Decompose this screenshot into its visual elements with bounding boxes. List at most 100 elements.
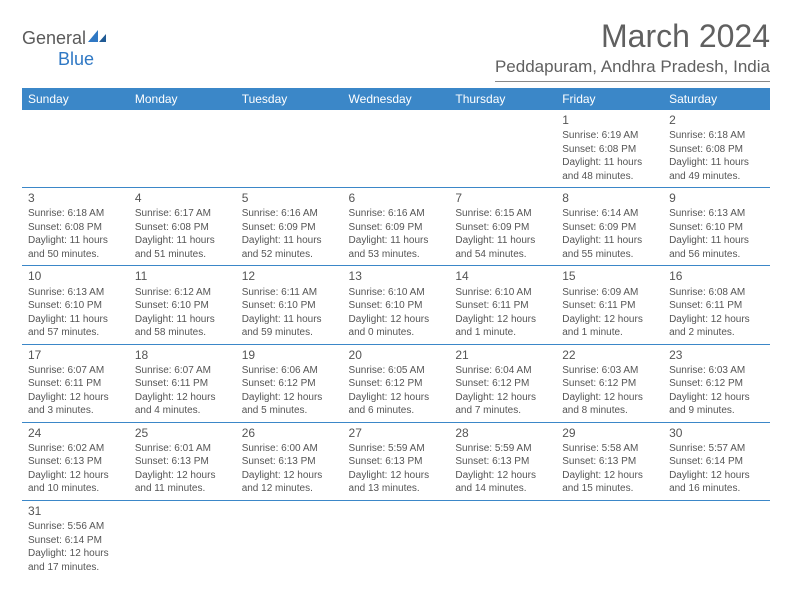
calendar-day-cell: 11Sunrise: 6:12 AMSunset: 6:10 PMDayligh… bbox=[129, 266, 236, 344]
sunrise-text: Sunrise: 6:12 AM bbox=[135, 286, 230, 300]
calendar-day-cell: 15Sunrise: 6:09 AMSunset: 6:11 PMDayligh… bbox=[556, 266, 663, 344]
calendar-header-row: SundayMondayTuesdayWednesdayThursdayFrid… bbox=[22, 88, 770, 110]
calendar-day-cell: 10Sunrise: 6:13 AMSunset: 6:10 PMDayligh… bbox=[22, 266, 129, 344]
sunset-text: Sunset: 6:09 PM bbox=[562, 221, 657, 235]
calendar-body: 1Sunrise: 6:19 AMSunset: 6:08 PMDaylight… bbox=[22, 110, 770, 578]
day-number: 13 bbox=[349, 268, 444, 284]
daylight-text: Daylight: 12 hours and 10 minutes. bbox=[28, 469, 123, 496]
calendar-day-cell: 23Sunrise: 6:03 AMSunset: 6:12 PMDayligh… bbox=[663, 344, 770, 422]
day-number: 29 bbox=[562, 425, 657, 441]
day-number: 14 bbox=[455, 268, 550, 284]
daylight-text: Daylight: 12 hours and 0 minutes. bbox=[349, 313, 444, 340]
day-number: 27 bbox=[349, 425, 444, 441]
calendar-day-cell: 27Sunrise: 5:59 AMSunset: 6:13 PMDayligh… bbox=[343, 422, 450, 500]
day-number: 28 bbox=[455, 425, 550, 441]
daylight-text: Daylight: 11 hours and 54 minutes. bbox=[455, 234, 550, 261]
calendar-day-cell: 22Sunrise: 6:03 AMSunset: 6:12 PMDayligh… bbox=[556, 344, 663, 422]
calendar-empty-cell bbox=[449, 110, 556, 188]
day-number: 7 bbox=[455, 190, 550, 206]
calendar-day-cell: 13Sunrise: 6:10 AMSunset: 6:10 PMDayligh… bbox=[343, 266, 450, 344]
calendar-day-cell: 18Sunrise: 6:07 AMSunset: 6:11 PMDayligh… bbox=[129, 344, 236, 422]
sunrise-text: Sunrise: 6:16 AM bbox=[349, 207, 444, 221]
sunset-text: Sunset: 6:09 PM bbox=[242, 221, 337, 235]
title-block: March 2024 Peddapuram, Andhra Pradesh, I… bbox=[495, 18, 770, 82]
daylight-text: Daylight: 11 hours and 51 minutes. bbox=[135, 234, 230, 261]
sunset-text: Sunset: 6:13 PM bbox=[28, 455, 123, 469]
calendar-week-row: 17Sunrise: 6:07 AMSunset: 6:11 PMDayligh… bbox=[22, 344, 770, 422]
day-number: 31 bbox=[28, 503, 123, 519]
sunrise-text: Sunrise: 5:58 AM bbox=[562, 442, 657, 456]
daylight-text: Daylight: 11 hours and 48 minutes. bbox=[562, 156, 657, 183]
calendar-day-cell: 20Sunrise: 6:05 AMSunset: 6:12 PMDayligh… bbox=[343, 344, 450, 422]
calendar-empty-cell bbox=[129, 500, 236, 578]
daylight-text: Daylight: 11 hours and 57 minutes. bbox=[28, 313, 123, 340]
day-number: 8 bbox=[562, 190, 657, 206]
sunrise-text: Sunrise: 6:07 AM bbox=[135, 364, 230, 378]
daylight-text: Daylight: 11 hours and 55 minutes. bbox=[562, 234, 657, 261]
calendar-day-cell: 6Sunrise: 6:16 AMSunset: 6:09 PMDaylight… bbox=[343, 188, 450, 266]
sunrise-text: Sunrise: 6:15 AM bbox=[455, 207, 550, 221]
calendar-day-cell: 19Sunrise: 6:06 AMSunset: 6:12 PMDayligh… bbox=[236, 344, 343, 422]
sunrise-text: Sunrise: 6:06 AM bbox=[242, 364, 337, 378]
calendar-empty-cell bbox=[22, 110, 129, 188]
calendar-day-cell: 9Sunrise: 6:13 AMSunset: 6:10 PMDaylight… bbox=[663, 188, 770, 266]
day-number: 5 bbox=[242, 190, 337, 206]
daylight-text: Daylight: 11 hours and 59 minutes. bbox=[242, 313, 337, 340]
day-number: 23 bbox=[669, 347, 764, 363]
calendar-day-cell: 26Sunrise: 6:00 AMSunset: 6:13 PMDayligh… bbox=[236, 422, 343, 500]
sunset-text: Sunset: 6:09 PM bbox=[455, 221, 550, 235]
calendar-empty-cell bbox=[343, 110, 450, 188]
calendar-empty-cell bbox=[663, 500, 770, 578]
daylight-text: Daylight: 12 hours and 3 minutes. bbox=[28, 391, 123, 418]
sunset-text: Sunset: 6:08 PM bbox=[669, 143, 764, 157]
sunset-text: Sunset: 6:13 PM bbox=[455, 455, 550, 469]
daylight-text: Daylight: 12 hours and 6 minutes. bbox=[349, 391, 444, 418]
sunset-text: Sunset: 6:13 PM bbox=[135, 455, 230, 469]
sunrise-text: Sunrise: 6:03 AM bbox=[562, 364, 657, 378]
sunrise-text: Sunrise: 6:11 AM bbox=[242, 286, 337, 300]
day-number: 6 bbox=[349, 190, 444, 206]
sunset-text: Sunset: 6:13 PM bbox=[349, 455, 444, 469]
calendar-day-cell: 24Sunrise: 6:02 AMSunset: 6:13 PMDayligh… bbox=[22, 422, 129, 500]
daylight-text: Daylight: 12 hours and 9 minutes. bbox=[669, 391, 764, 418]
daylight-text: Daylight: 12 hours and 2 minutes. bbox=[669, 313, 764, 340]
sunrise-text: Sunrise: 6:19 AM bbox=[562, 129, 657, 143]
calendar-empty-cell bbox=[129, 110, 236, 188]
logo-text: GeneralBlue bbox=[22, 28, 108, 70]
day-number: 4 bbox=[135, 190, 230, 206]
sunset-text: Sunset: 6:13 PM bbox=[242, 455, 337, 469]
day-number: 21 bbox=[455, 347, 550, 363]
daylight-text: Daylight: 12 hours and 8 minutes. bbox=[562, 391, 657, 418]
calendar-empty-cell bbox=[449, 500, 556, 578]
daylight-text: Daylight: 12 hours and 12 minutes. bbox=[242, 469, 337, 496]
daylight-text: Daylight: 12 hours and 17 minutes. bbox=[28, 547, 123, 574]
sunrise-text: Sunrise: 6:02 AM bbox=[28, 442, 123, 456]
month-title: March 2024 bbox=[495, 18, 770, 55]
calendar-week-row: 10Sunrise: 6:13 AMSunset: 6:10 PMDayligh… bbox=[22, 266, 770, 344]
sunrise-text: Sunrise: 6:10 AM bbox=[455, 286, 550, 300]
sunrise-text: Sunrise: 6:01 AM bbox=[135, 442, 230, 456]
sunrise-text: Sunrise: 6:09 AM bbox=[562, 286, 657, 300]
day-number: 17 bbox=[28, 347, 123, 363]
sunset-text: Sunset: 6:11 PM bbox=[28, 377, 123, 391]
calendar-day-cell: 7Sunrise: 6:15 AMSunset: 6:09 PMDaylight… bbox=[449, 188, 556, 266]
sunset-text: Sunset: 6:11 PM bbox=[562, 299, 657, 313]
day-number: 20 bbox=[349, 347, 444, 363]
calendar-day-cell: 8Sunrise: 6:14 AMSunset: 6:09 PMDaylight… bbox=[556, 188, 663, 266]
day-number: 22 bbox=[562, 347, 657, 363]
day-number: 11 bbox=[135, 268, 230, 284]
calendar-day-cell: 14Sunrise: 6:10 AMSunset: 6:11 PMDayligh… bbox=[449, 266, 556, 344]
logo: GeneralBlue bbox=[22, 18, 108, 70]
daylight-text: Daylight: 12 hours and 16 minutes. bbox=[669, 469, 764, 496]
calendar-week-row: 3Sunrise: 6:18 AMSunset: 6:08 PMDaylight… bbox=[22, 188, 770, 266]
calendar-day-cell: 17Sunrise: 6:07 AMSunset: 6:11 PMDayligh… bbox=[22, 344, 129, 422]
sunset-text: Sunset: 6:10 PM bbox=[349, 299, 444, 313]
daylight-text: Daylight: 12 hours and 7 minutes. bbox=[455, 391, 550, 418]
sunset-text: Sunset: 6:12 PM bbox=[669, 377, 764, 391]
calendar-week-row: 31Sunrise: 5:56 AMSunset: 6:14 PMDayligh… bbox=[22, 500, 770, 578]
logo-text-right: Blue bbox=[58, 49, 94, 69]
daylight-text: Daylight: 12 hours and 11 minutes. bbox=[135, 469, 230, 496]
day-number: 9 bbox=[669, 190, 764, 206]
calendar-day-cell: 16Sunrise: 6:08 AMSunset: 6:11 PMDayligh… bbox=[663, 266, 770, 344]
sunrise-text: Sunrise: 6:07 AM bbox=[28, 364, 123, 378]
